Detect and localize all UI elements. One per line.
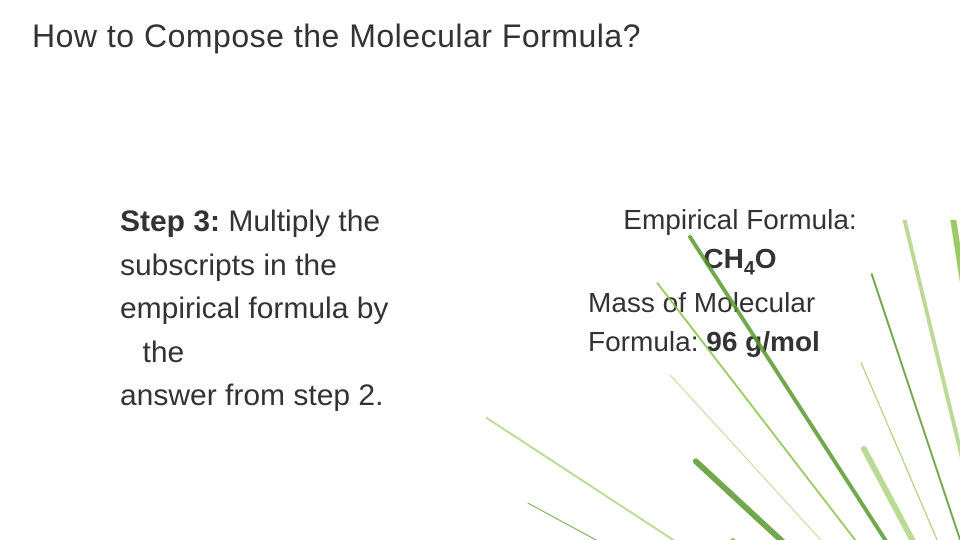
step-line-3: empirical formula by (120, 287, 550, 331)
slide: How to Compose the Molecular Formula? St… (0, 0, 960, 540)
formula-pre: CH (703, 243, 743, 274)
mass-value: 96 g/mol (706, 326, 820, 357)
content-row: Step 3: Multiply the subscripts in the e… (120, 200, 920, 418)
slide-title: How to Compose the Molecular Formula? (32, 18, 928, 55)
mass-line-1: Mass of Molecular (560, 283, 920, 322)
mass-label-2: Formula: (588, 326, 706, 357)
empirical-formula-label: Empirical Formula: (560, 200, 920, 239)
example-block: Empirical Formula: CH4O Mass of Molecula… (560, 200, 920, 418)
step-line-1: Step 3: Multiply the (120, 200, 550, 244)
step-line-3-indent: the (120, 331, 550, 375)
step-instruction: Step 3: Multiply the subscripts in the e… (120, 200, 550, 418)
step-line-2: subscripts in the (120, 244, 550, 288)
empirical-formula-value: CH4O (560, 239, 920, 283)
step-line1-rest: Multiply the (220, 205, 380, 238)
mass-line-2: Formula: 96 g/mol (560, 322, 920, 361)
formula-post: O (755, 243, 777, 274)
step-lead: Step 3: (120, 205, 220, 238)
formula-subscript: 4 (744, 258, 755, 280)
step-line-4: answer from step 2. (120, 374, 550, 418)
